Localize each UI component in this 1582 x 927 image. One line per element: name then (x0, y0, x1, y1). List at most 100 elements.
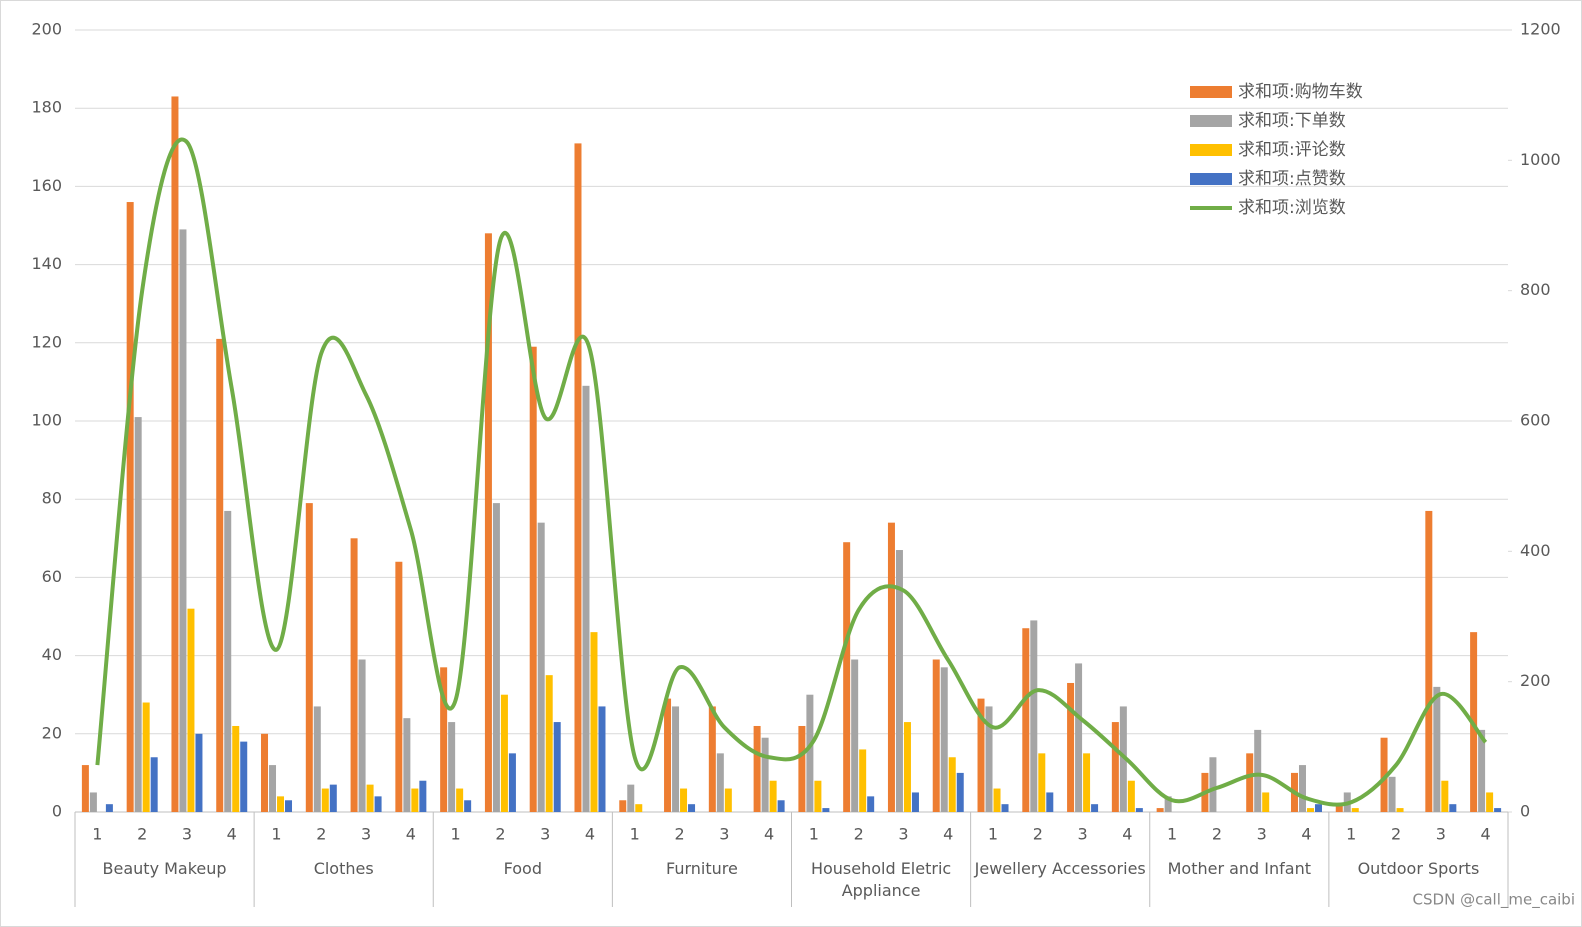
x-tick-label: 2 (137, 825, 147, 844)
x-tick-label: 1 (92, 825, 102, 844)
bar (598, 706, 606, 812)
bar (1441, 780, 1449, 812)
bar (664, 698, 672, 812)
bar (1351, 808, 1359, 812)
bar (216, 338, 224, 812)
x-tick-label: 2 (1391, 825, 1401, 844)
x-tick-label: 3 (182, 825, 192, 844)
x-tick-label: 2 (674, 825, 684, 844)
group-label: Clothes (313, 859, 374, 878)
bar (851, 659, 859, 812)
bar (867, 796, 875, 812)
bar (627, 784, 635, 812)
bar (672, 706, 680, 812)
bar (977, 698, 985, 812)
bar (553, 722, 561, 812)
y-tick-label: 160 (31, 176, 62, 195)
bar (688, 804, 696, 812)
x-tick-label: 4 (227, 825, 237, 844)
bar (843, 542, 851, 812)
y2-tick-label: 600 (1520, 411, 1551, 430)
bar (1246, 753, 1254, 812)
y-tick-label: 80 (42, 489, 62, 508)
bar (859, 749, 867, 812)
bar (329, 784, 337, 812)
x-tick-label: 4 (585, 825, 595, 844)
bar (105, 804, 113, 812)
y-tick-label: 120 (31, 332, 62, 351)
bar (1433, 686, 1441, 812)
legend-label: 求和项:下单数 (1238, 111, 1346, 131)
x-tick-label: 1 (1167, 825, 1177, 844)
y2-tick-label: 200 (1520, 671, 1551, 690)
bar (1209, 757, 1217, 812)
bar (887, 522, 895, 812)
x-tick-label: 4 (406, 825, 416, 844)
bar (680, 788, 688, 812)
legend-swatch (1190, 115, 1232, 127)
x-tick-label: 1 (630, 825, 640, 844)
bar (171, 96, 179, 813)
bar (1478, 729, 1486, 812)
bar (814, 780, 822, 812)
group-label: Outdoor Sports (1357, 859, 1480, 878)
bar (179, 229, 187, 812)
bar (313, 706, 321, 812)
x-tick-label: 2 (854, 825, 864, 844)
bar (1067, 682, 1075, 812)
bar (395, 561, 403, 812)
legend-label: 求和项:购物车数 (1238, 82, 1363, 102)
bar (619, 800, 627, 812)
y2-tick-label: 1000 (1520, 150, 1561, 169)
bar (1306, 808, 1314, 812)
watermark: CSDN @call_me_caibi (1413, 891, 1575, 910)
bar (1396, 808, 1404, 812)
bar (269, 765, 277, 812)
x-tick-label: 3 (1077, 825, 1087, 844)
bar (321, 788, 329, 812)
bar (350, 538, 358, 812)
bar (822, 808, 830, 812)
x-tick-label: 4 (1122, 825, 1132, 844)
x-tick-label: 4 (1301, 825, 1311, 844)
y2-tick-label: 0 (1520, 802, 1530, 821)
bar (1388, 776, 1396, 812)
bar (1449, 804, 1457, 812)
y-tick-label: 200 (31, 20, 62, 39)
bar (545, 675, 553, 812)
bar (1022, 628, 1030, 812)
bar (806, 694, 814, 812)
bar (403, 718, 411, 812)
bar (411, 788, 419, 812)
bar (142, 702, 150, 812)
legend-swatch (1190, 86, 1232, 98)
bar (635, 804, 643, 812)
bar (1135, 808, 1143, 812)
bar (126, 202, 134, 813)
bar (195, 733, 203, 812)
x-tick-label: 1 (1346, 825, 1356, 844)
x-tick-label: 2 (1212, 825, 1222, 844)
group-label: Food (503, 859, 542, 878)
x-tick-label: 3 (361, 825, 371, 844)
bar (464, 800, 472, 812)
group-label: Household Eletric Appliance (810, 859, 952, 900)
bar (1127, 780, 1135, 812)
bar (89, 792, 97, 812)
bar (81, 765, 89, 812)
x-tick-label: 1 (809, 825, 819, 844)
bar (500, 694, 508, 812)
bar (769, 780, 777, 812)
y2-tick-label: 1200 (1520, 20, 1561, 39)
x-tick-label: 4 (764, 825, 774, 844)
group-label: Mother and Infant (1167, 859, 1312, 878)
bar (582, 385, 590, 812)
bar (895, 550, 903, 812)
bar (224, 510, 232, 812)
y2-tick-label: 800 (1520, 280, 1551, 299)
x-tick-label: 4 (943, 825, 953, 844)
legend-label: 求和项:点赞数 (1238, 169, 1346, 189)
bar (1486, 792, 1494, 812)
bar (484, 233, 492, 812)
x-tick-label: 3 (719, 825, 729, 844)
